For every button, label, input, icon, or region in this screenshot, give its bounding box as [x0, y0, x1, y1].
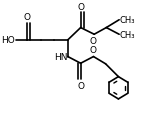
Text: O: O — [77, 3, 84, 12]
Text: O: O — [24, 13, 31, 22]
Text: O: O — [77, 81, 84, 90]
Text: CH₃: CH₃ — [120, 16, 135, 25]
Text: O: O — [89, 45, 96, 54]
Text: HO: HO — [1, 36, 15, 45]
Text: CH₃: CH₃ — [120, 31, 135, 39]
Text: HN: HN — [54, 53, 67, 61]
Text: O: O — [90, 37, 97, 46]
